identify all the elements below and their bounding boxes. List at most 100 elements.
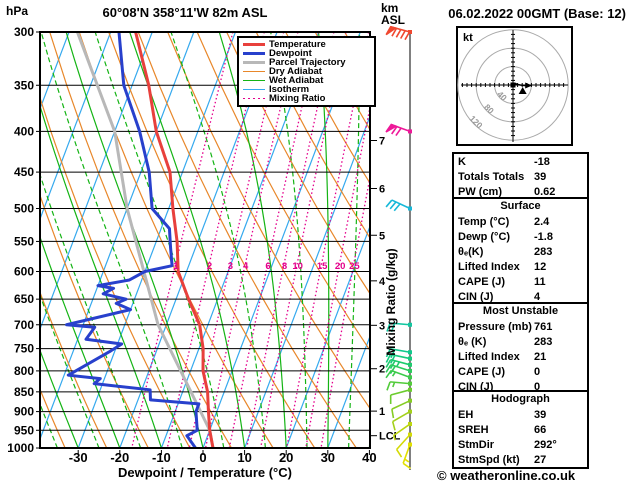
wind-barb-station-dot — [408, 422, 412, 427]
stats-surface-box: Surface Temp (°C) 2.4 Dewp (°C) -1.8 θₑ(K) 283… — [452, 197, 589, 306]
legend-item: Dry Adiabat — [243, 66, 374, 77]
legend-swatch-wet-adiabat — [243, 79, 265, 82]
isotherm-line — [40, 32, 112, 221]
mixing-ratio-value-label: 25 — [349, 261, 360, 272]
altitude-unit-asl: ASL — [381, 13, 405, 27]
stats-label: SREH — [458, 423, 489, 436]
stats-label: PW (cm) — [458, 185, 502, 198]
wind-barb-station-dot — [408, 356, 412, 361]
temperature-tick-label: 10 — [237, 450, 251, 465]
stats-row: Dewp (°C) -1.8 — [454, 229, 587, 244]
stats-label: EH — [458, 408, 474, 421]
stats-row: CAPE (J) 11 — [454, 274, 587, 289]
stats-label: Lifted Index — [458, 350, 520, 363]
wind-barb-station-dot — [408, 350, 412, 355]
stats-indices-box: K -18 Totals Totals 39 PW (cm) 0.62 — [452, 152, 589, 201]
wind-barb-station-dot — [408, 129, 412, 134]
mixing-ratio-value-label: 20 — [335, 261, 346, 272]
temperature-curve — [134, 32, 215, 448]
legend-item: Dewpoint — [243, 48, 374, 59]
wind-barb-station-dot — [408, 375, 412, 380]
stats-row: PW (cm) 0.62 — [454, 184, 587, 199]
stats-label: CAPE (J) — [458, 365, 506, 378]
pressure-tick-label: 650 — [14, 292, 34, 306]
wind-barb-station-dot — [408, 322, 412, 327]
stats-label: StmSpd (kt) — [458, 453, 520, 466]
pressure-tick-label: 850 — [14, 385, 34, 399]
stats-row: θₑ (K) 283 — [454, 334, 587, 349]
plot-frame — [39, 31, 371, 449]
km-tick-label: 7 — [379, 135, 385, 147]
pressure-tick-label: 500 — [14, 202, 34, 216]
stats-label: Lifted Index — [458, 260, 520, 273]
wet-adiabat-line — [40, 348, 79, 448]
wind-barb-station-dot — [408, 442, 412, 447]
stats-row: CIN (J) 4 — [454, 289, 587, 304]
dry-adiabat-line — [226, 32, 370, 295]
legend-swatch-isotherm — [243, 88, 265, 91]
legend-swatch-dry-adiabat — [243, 70, 265, 73]
isotherm-line — [285, 224, 370, 448]
stats-value: 292° — [534, 438, 557, 451]
wind-barb — [395, 432, 412, 458]
temperature-tick-label: -10 — [152, 450, 171, 465]
temperature-tick-label: 40 — [362, 450, 376, 465]
stats-value: 761 — [534, 320, 553, 333]
altitude-unit-km: km — [381, 1, 399, 15]
stats-row: StmSpd (kt) 27 — [454, 452, 587, 467]
stats-row: Lifted Index 12 — [454, 259, 587, 274]
pressure-unit-label: hPa — [6, 4, 29, 18]
stats-hodograph-box: Hodograph EH 39 SREH 66 StmDir 292° StmSpd (kt)… — [452, 390, 589, 469]
legend-item: Mixing Ratio — [243, 93, 374, 104]
stats-value: 27 — [534, 453, 547, 466]
legend-swatch-temperature — [243, 43, 265, 46]
dry-adiabat-line — [255, 32, 370, 240]
stats-row: θₑ(K) 283 — [454, 244, 587, 259]
pressure-tick-label: 750 — [14, 342, 34, 356]
legend-item: Wet Adiabat — [243, 75, 374, 86]
stats-row: K -18 — [454, 154, 587, 169]
pressure-tick-label: 950 — [14, 423, 34, 437]
wind-barb-station-dot — [408, 432, 412, 437]
stats-value: -1.8 — [534, 230, 553, 243]
pressure-tick-label: 700 — [14, 318, 34, 332]
legend-box: Temperature Dewpoint Parcel Trajectory Dry … — [237, 36, 376, 107]
legend-label: Temperature — [269, 39, 326, 50]
dry-adiabat-line — [285, 32, 370, 185]
mixing-ratio-value-label: 4 — [243, 261, 249, 272]
stats-value: 283 — [534, 245, 553, 258]
wind-barb — [385, 369, 412, 380]
station-title: 60°08'N 358°11'W 82m ASL — [102, 5, 268, 20]
stats-row: Temp (°C) 2.4 — [454, 214, 587, 229]
wind-barb-station-dot — [408, 30, 412, 34]
stats-label: θₑ (K) — [458, 335, 487, 348]
stats-label: θₑ(K) — [458, 245, 484, 258]
dry-adiabat-line — [40, 387, 66, 448]
pressure-tick-label: 600 — [14, 264, 34, 278]
stats-row: StmDir 292° — [454, 437, 587, 452]
wind-barb — [386, 322, 412, 333]
pressure-tick-label: 350 — [14, 78, 34, 92]
stats-value: 11 — [534, 275, 546, 288]
wind-barb — [386, 381, 412, 391]
legend-label: Dewpoint — [269, 48, 312, 59]
wind-barb-station-dot — [408, 206, 412, 211]
wet-adiabat-line — [411, 32, 451, 448]
legend-label: Wet Adiabat — [269, 75, 324, 86]
stats-label: K — [458, 155, 466, 168]
km-tick-label: 1 — [379, 406, 385, 418]
legend-item: Temperature — [243, 39, 374, 50]
stats-most-unstable-box: Most Unstable Pressure (mb) 761 θₑ (K) 283 Li… — [452, 302, 589, 396]
legend-item: Isotherm — [243, 84, 374, 95]
wet-adiabat-line — [390, 32, 424, 448]
legend-item: Parcel Trajectory — [243, 57, 374, 68]
stats-value: 4 — [534, 290, 541, 303]
legend-swatch-mixing-ratio — [243, 97, 265, 100]
hodograph-triangle-marker — [518, 86, 527, 94]
mixing-ratio-value-label: 1 — [173, 261, 179, 272]
pressure-tick-label: 300 — [14, 25, 34, 39]
stats-label: CAPE (J) — [458, 275, 506, 288]
stats-label: CIN (J) — [458, 290, 494, 303]
stats-row: CIN (J) 0 — [454, 379, 587, 394]
wind-barb-station-dot — [408, 387, 412, 392]
